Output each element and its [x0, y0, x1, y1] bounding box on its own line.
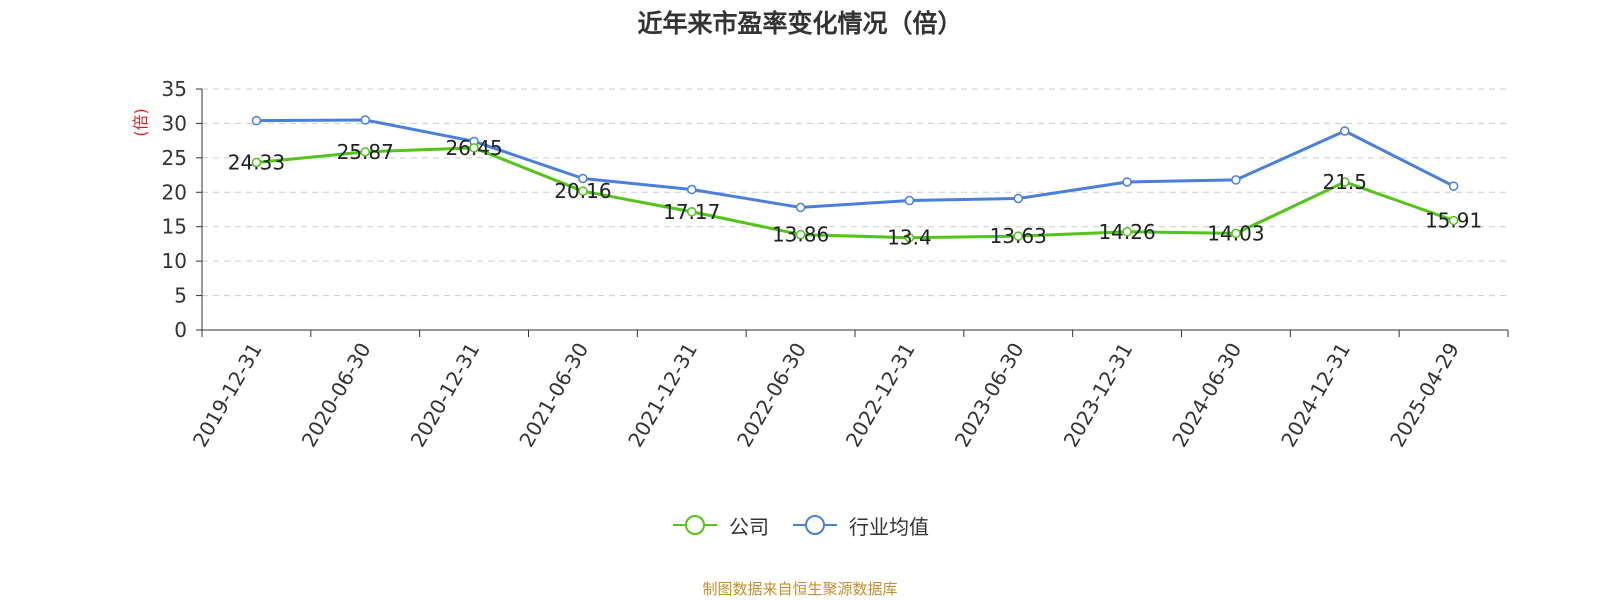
data-point-0: [469, 143, 479, 153]
x-tick-label: 2021-12-31: [623, 339, 702, 452]
y-tick-label: 30: [162, 111, 187, 135]
data-label: 13.63: [990, 224, 1047, 248]
data-label: 26.45: [445, 136, 502, 160]
legend-label-company: 公司: [729, 514, 769, 539]
data-point-0: [578, 186, 588, 196]
data-label: 13.86: [772, 223, 829, 247]
x-tick-label: 2020-06-30: [297, 339, 376, 452]
y-axis-label: (倍): [131, 108, 150, 137]
legend-item-industry-average[interactable]: 行业均值: [791, 511, 929, 540]
data-point-1: [578, 173, 588, 184]
data-point-1: [1231, 175, 1241, 185]
data-point-0: [1013, 231, 1023, 241]
legend: 公司 行业均值: [0, 510, 1600, 540]
legend-industry-marker-icon: [793, 515, 837, 535]
y-tick-label: 5: [174, 284, 187, 308]
x-tick-label: 2019-12-31: [188, 339, 267, 452]
y-tick-label: 0: [174, 318, 187, 342]
chart-title: 近年来市盈率变化情况（倍）: [637, 9, 963, 38]
data-point-1: [795, 202, 806, 213]
data-label: 21.5: [1322, 170, 1367, 194]
data-label: 20.16: [554, 179, 611, 203]
source-note: 制图数据来自恒生聚源数据库: [702, 580, 898, 598]
data-point-1: [1448, 181, 1459, 191]
data-point-0: [251, 157, 262, 168]
x-tick-label: 2021-06-30: [514, 339, 593, 452]
series-line-0: [256, 146, 1455, 240]
data-label: 24.33: [228, 150, 285, 174]
data-point-0: [1231, 228, 1241, 239]
x-tick-label: 2024-12-31: [1276, 339, 1355, 452]
y-tick-label: 35: [162, 77, 187, 101]
data-point-1: [1122, 177, 1132, 187]
series-line-1: [256, 118, 1455, 209]
legend-label-industry-average: 行业均值: [849, 514, 929, 539]
data-point-0: [1448, 215, 1459, 226]
data-label: 14.26: [1098, 220, 1155, 244]
legend-company-marker-icon: [673, 515, 717, 535]
data-point-1: [360, 115, 370, 125]
data-point-0: [360, 147, 370, 157]
data-point-0: [687, 207, 697, 217]
x-tick-label: 2022-12-31: [841, 339, 920, 452]
legend-item-company[interactable]: 公司: [671, 511, 769, 540]
data-label: 15.91: [1425, 208, 1482, 232]
data-label: 14.03: [1207, 221, 1264, 245]
data-point-1: [687, 184, 697, 195]
x-tick-label: 2025-04-29: [1385, 339, 1464, 452]
y-tick-label: 25: [162, 146, 187, 170]
y-tick-label: 15: [162, 215, 187, 239]
data-point-0: [904, 232, 915, 243]
x-tick-label: 2023-06-30: [950, 339, 1029, 452]
data-point-1: [1013, 193, 1023, 204]
x-tick-label: 2024-06-30: [1167, 339, 1246, 452]
data-label: 17.17: [663, 200, 720, 224]
data-point-0: [795, 229, 806, 240]
x-tick-label: 2023-12-31: [1059, 339, 1138, 452]
y-tick-label: 20: [162, 180, 187, 204]
data-point-0: [1122, 227, 1132, 237]
data-label: 25.87: [337, 140, 394, 164]
data-point-0: [1340, 177, 1350, 187]
data-label: 13.4: [887, 226, 932, 250]
x-tick-label: 2022-06-30: [732, 339, 811, 452]
data-point-1: [1340, 126, 1350, 136]
x-tick-label: 2020-12-31: [406, 339, 485, 452]
data-point-1: [251, 115, 262, 126]
data-point-1: [904, 195, 915, 206]
y-tick-label: 10: [162, 249, 187, 273]
